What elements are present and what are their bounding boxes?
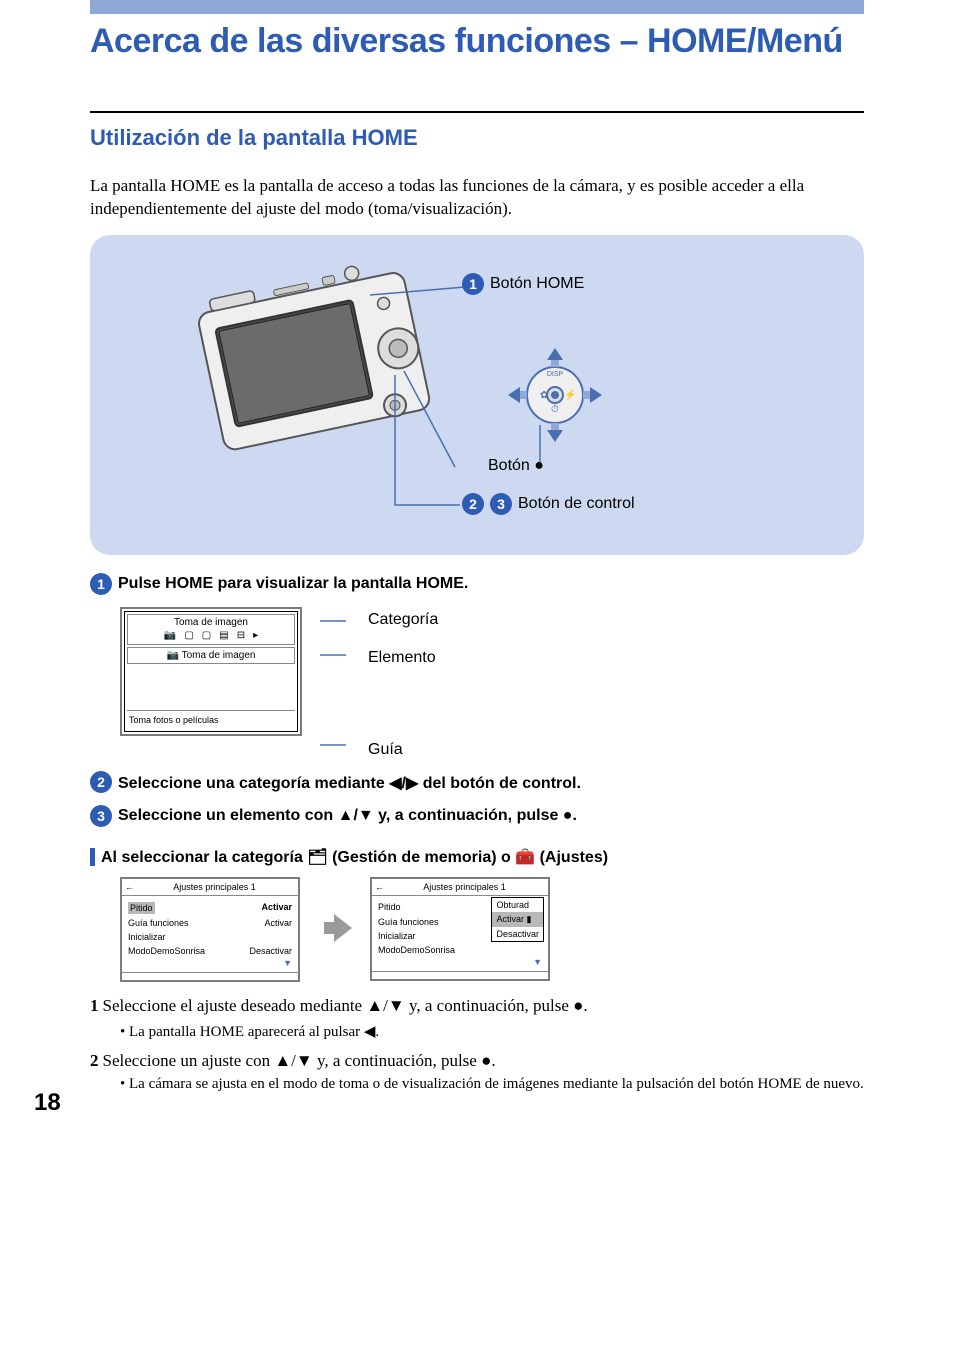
camera-diagram-panel: DISP ✿ ⚡ ⏱ 1 Botón HOME Botón ● 2 3 Botó… (90, 235, 864, 555)
numbered-step-2: 2Seleccione un ajuste con ▲/▼ y, a conti… (90, 1049, 864, 1073)
settings-title-2: Ajustes principales 1 (423, 882, 506, 892)
s1-row-0-label: Pitido (128, 902, 155, 914)
sub-heading: Al seleccionar la categoría 🗂 (Gestión d… (90, 847, 864, 867)
s2-row-0-label: Pitido (378, 902, 401, 913)
numbered-step-2-text: Seleccione un ajuste con ▲/▼ y, a contin… (103, 1051, 496, 1070)
lcd-screen-home: Toma de imagen 📷 ▢ ▢ ▤ ⊟ ▸ 📷 Toma de ima… (120, 607, 302, 736)
step-3: 3 Seleccione un elemento con ▲/▼ y, a co… (90, 805, 864, 827)
step-1-text: Pulse HOME para visualizar la pantalla H… (118, 573, 468, 593)
step-badge-3-icon: 3 (490, 493, 512, 515)
settings-lcd-2: ← Ajustes principales 1 Pitido◀ Guía fun… (370, 877, 550, 981)
step-2-badge-icon: 2 (90, 771, 112, 793)
blue-bar-icon (90, 848, 95, 866)
callout-element: Elemento (368, 649, 438, 667)
settings-lcd-row: ← Ajustes principales 1 Pitido Activar Gu… (120, 877, 864, 982)
popup-opt-2: Desactivar (492, 927, 543, 941)
page-title: Acerca de las diversas funciones – HOME/… (90, 22, 864, 61)
step-badge-2-icon: 2 (462, 493, 484, 515)
svg-text:⏱: ⏱ (551, 404, 559, 415)
intro-paragraph: La pantalla HOME es la pantalla de acces… (90, 175, 864, 221)
callout-guide: Guía (368, 741, 438, 759)
down-arrow-1-icon: ▼ (128, 958, 292, 968)
lcd-icon-row: 📷 ▢ ▢ ▤ ⊟ ▸ (128, 628, 294, 641)
popup-opt-1: Activar ▮ (492, 912, 543, 927)
popup-opt-0: Obturad (492, 898, 543, 912)
lcd-icon-5: ▸ (253, 630, 258, 641)
lcd-element-text: Toma de imagen (182, 650, 256, 661)
step-1: 1 Pulse HOME para visualizar la pantalla… (90, 573, 864, 595)
numbered-step-1-text: Seleccione el ajuste deseado mediante ▲/… (103, 996, 588, 1015)
lcd-icon-2: ▢ (202, 630, 211, 641)
s1-row-2-label: Inicializar (128, 932, 166, 942)
section-title: Utilización de la pantalla HOME (90, 125, 864, 151)
svg-text:⚡: ⚡ (564, 388, 576, 401)
sub-heading-text: Al seleccionar la categoría 🗂 (Gestión d… (101, 847, 608, 867)
step-3-text: Seleccione un elemento con ▲/▼ y, a cont… (118, 805, 577, 825)
lcd-header-text: Toma de imagen (128, 617, 294, 628)
lcd-category-bar: Toma de imagen 📷 ▢ ▢ ▤ ⊟ ▸ (127, 614, 295, 645)
settings-popup: Obturad Activar ▮ Desactivar (491, 897, 544, 942)
step-2: 2 Seleccione una categoría mediante ◀/▶ … (90, 771, 864, 793)
control-button-dpad-icon: DISP ✿ ⚡ ⏱ (500, 340, 610, 450)
label-home-text: Botón HOME (490, 275, 584, 293)
top-accent-stripe (90, 0, 864, 14)
settings-lcd-1: ← Ajustes principales 1 Pitido Activar Gu… (120, 877, 300, 982)
lcd-element-bar: 📷 Toma de imagen (127, 647, 295, 664)
home-lcd-diagram: Toma de imagen 📷 ▢ ▢ ▤ ⊟ ▸ 📷 Toma de ima… (120, 607, 864, 759)
lcd-callouts: Categoría Elemento Guía (368, 607, 438, 759)
callout-category: Categoría (368, 611, 438, 629)
s1-row-0-value: Activar (261, 902, 292, 914)
back-arrow-icon: ← (125, 882, 134, 892)
svg-text:DISP: DISP (547, 371, 564, 378)
label-control-button: 2 3 Botón de control (462, 493, 635, 515)
s2-row-1-label: Guía funciones (378, 917, 439, 927)
lcd-callout-lines (320, 607, 350, 757)
s2-row-3-label: ModoDemoSonrisa (378, 945, 455, 955)
step-badge-1-icon: 1 (462, 273, 484, 295)
label-control-text: Botón de control (518, 495, 635, 513)
section-divider (90, 111, 864, 113)
s1-row-3-value: Desactivar (249, 946, 292, 956)
numbered-step-1: 1Seleccione el ajuste deseado mediante ▲… (90, 994, 864, 1018)
s1-row-1-label: Guía funciones (128, 918, 189, 928)
step-3-badge-icon: 3 (90, 805, 112, 827)
lcd-guide-bar: Toma fotos o películas (127, 710, 295, 729)
settings-title-1: Ajustes principales 1 (173, 882, 256, 892)
n1-bullet-text: La pantalla HOME aparecerá al pulsar ◀. (129, 1024, 379, 1040)
lcd-icon-3: ▤ (219, 630, 228, 641)
lcd-element-icon: 📷 (167, 650, 179, 661)
n2-bullet-text: La cámara se ajusta en el modo de toma o… (129, 1076, 864, 1092)
back-arrow-2-icon: ← (375, 882, 384, 892)
s2-row-2-label: Inicializar (378, 931, 416, 941)
down-arrow-2-icon: ▼ (378, 957, 542, 967)
s1-row-3-label: ModoDemoSonrisa (128, 946, 205, 956)
lcd-icon-1: ▢ (184, 630, 193, 641)
step-2-text: Seleccione una categoría mediante ◀/▶ de… (118, 771, 581, 793)
numbered-step-2-bullet: • La cámara se ajusta en el modo de toma… (90, 1076, 864, 1093)
label-center-text: Botón ● (488, 457, 544, 475)
step-1-badge-icon: 1 (90, 573, 112, 595)
lcd-camera-icon: 📷 (164, 630, 176, 641)
numbered-step-1-bullet: • La pantalla HOME aparecerá al pulsar ◀… (90, 1022, 864, 1041)
transition-arrow-icon (334, 914, 352, 942)
label-center-button: Botón ● (488, 457, 544, 475)
label-home-button: 1 Botón HOME (462, 273, 584, 295)
page-number: 18 (34, 1089, 61, 1117)
s1-row-1-value: Activar (264, 918, 292, 928)
svg-text:✿: ✿ (540, 390, 548, 401)
lcd-icon-4: ⊟ (237, 630, 245, 641)
